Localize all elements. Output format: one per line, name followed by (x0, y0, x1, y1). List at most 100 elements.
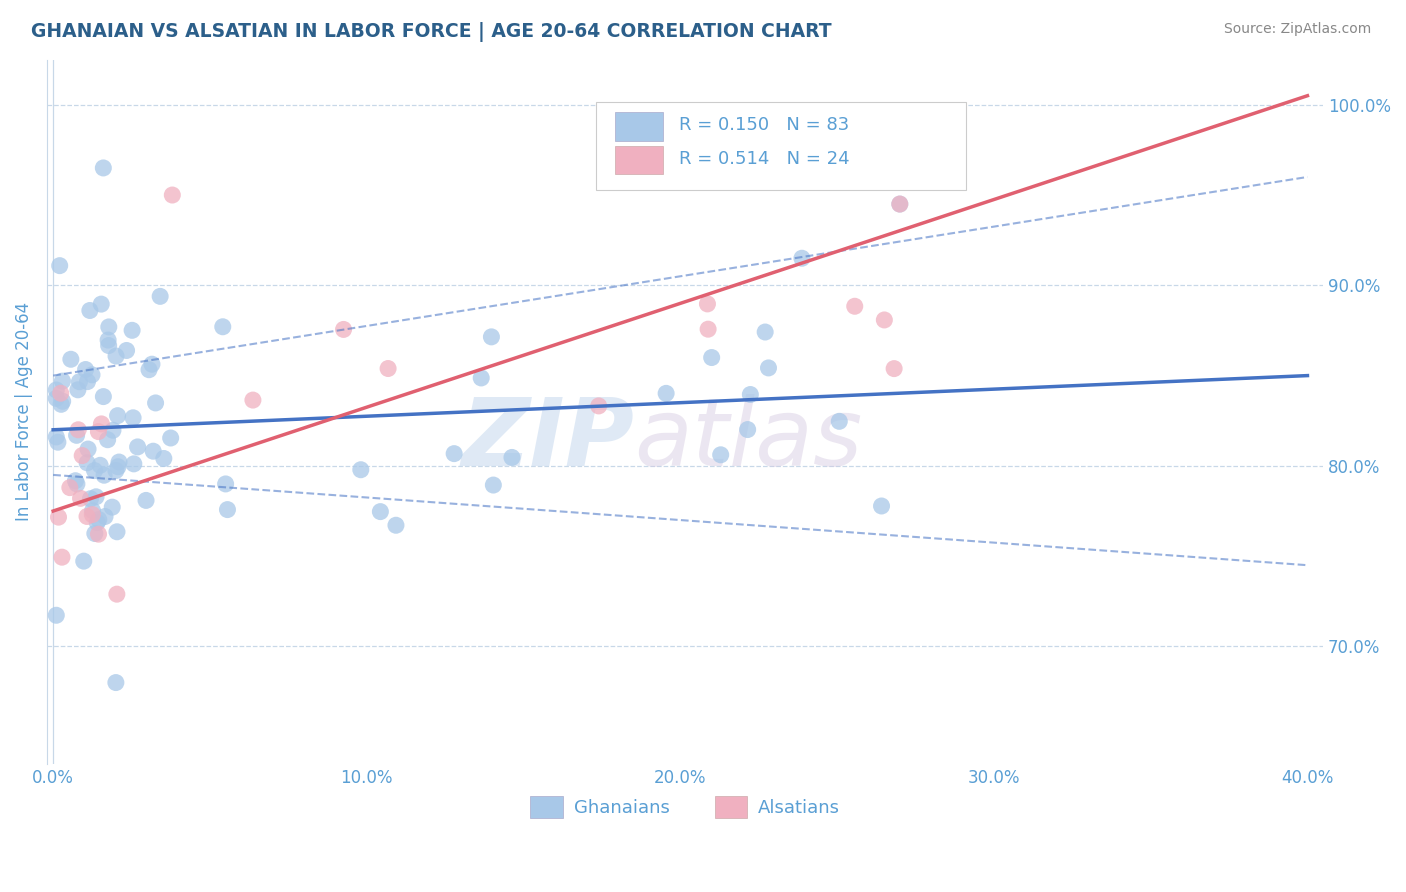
Text: atlas: atlas (634, 394, 862, 485)
Point (97, 338, 120, 352)
Point (48, 510, 70, 524)
Point (350, 463, 373, 477)
Point (104, 464, 127, 478)
Point (870, 499, 893, 513)
Point (107, 409, 129, 423)
Point (97, 433, 120, 447)
Point (754, 325, 776, 339)
Point (83, 464, 105, 478)
Point (79, 303, 101, 318)
Point (889, 197, 911, 211)
Point (470, 371, 492, 385)
Point (844, 299, 866, 313)
Point (77, 442, 100, 456)
Point (94, 509, 117, 524)
Point (49, 397, 72, 411)
Point (105, 587, 128, 601)
Point (83, 526, 105, 541)
Point (80, 368, 103, 382)
Point (66, 383, 89, 397)
Point (149, 289, 172, 303)
Point (700, 351, 723, 365)
Point (108, 455, 131, 469)
Point (73, 554, 96, 568)
Point (370, 505, 392, 519)
Point (97, 333, 120, 347)
Point (115, 343, 138, 358)
Point (159, 431, 181, 445)
Point (45, 383, 67, 397)
Point (758, 360, 780, 375)
Point (883, 361, 905, 376)
Text: GHANAIAN VS ALSATIAN IN LABOR FORCE | AGE 20-64 CORRELATION CHART: GHANAIAN VS ALSATIAN IN LABOR FORCE | AG… (31, 22, 831, 42)
Point (138, 362, 160, 376)
Point (67, 423, 90, 437)
Point (93, 390, 115, 404)
Point (87, 513, 110, 527)
Point (162, 188, 184, 202)
Legend: Ghanaians, Alsatians: Ghanaians, Alsatians (523, 789, 846, 825)
Point (67, 375, 90, 389)
Point (211, 319, 233, 334)
Point (443, 447, 465, 461)
Point (737, 423, 759, 437)
Point (79, 491, 101, 506)
Point (655, 386, 678, 401)
Text: Source: ZipAtlas.com: Source: ZipAtlas.com (1223, 22, 1371, 37)
Text: R = 0.514   N = 24: R = 0.514 N = 24 (679, 150, 849, 168)
FancyBboxPatch shape (596, 102, 966, 190)
Point (69, 491, 91, 506)
Point (101, 423, 124, 437)
Point (141, 357, 163, 371)
Bar (614, 146, 664, 175)
Point (52, 394, 75, 409)
Point (127, 440, 149, 454)
Point (66, 477, 89, 491)
Point (65, 428, 87, 442)
Point (377, 361, 399, 376)
Point (87, 425, 110, 439)
Point (385, 518, 408, 533)
Point (696, 297, 718, 311)
Point (217, 502, 239, 516)
Point (48, 259, 70, 273)
Point (90, 417, 112, 431)
Point (242, 393, 264, 408)
Y-axis label: In Labor Force | Age 20-64: In Labor Force | Age 20-64 (15, 302, 32, 521)
Point (87, 527, 110, 541)
Point (828, 414, 851, 428)
Point (82, 508, 104, 522)
Point (91, 161, 114, 175)
Point (45, 430, 67, 444)
Point (481, 330, 503, 344)
Point (889, 197, 911, 211)
Bar (614, 112, 664, 141)
Point (107, 459, 129, 474)
Point (790, 252, 813, 266)
Point (65, 474, 87, 488)
Point (332, 322, 354, 336)
Point (84, 490, 107, 504)
Point (76, 509, 98, 524)
Point (86, 516, 108, 530)
Point (46, 435, 69, 450)
Point (121, 323, 143, 337)
Point (89, 458, 111, 473)
Point (153, 451, 176, 466)
Point (90, 297, 112, 311)
Point (101, 500, 124, 515)
Point (142, 444, 165, 458)
Point (93, 468, 115, 483)
Point (588, 399, 610, 413)
Point (135, 493, 157, 508)
Point (59, 352, 82, 367)
Point (122, 410, 145, 425)
Point (51, 550, 73, 565)
Point (59, 481, 82, 495)
Point (97, 320, 120, 334)
Point (76, 456, 98, 470)
Point (105, 524, 128, 539)
Point (214, 477, 236, 491)
Point (70, 449, 93, 463)
Point (122, 457, 145, 471)
